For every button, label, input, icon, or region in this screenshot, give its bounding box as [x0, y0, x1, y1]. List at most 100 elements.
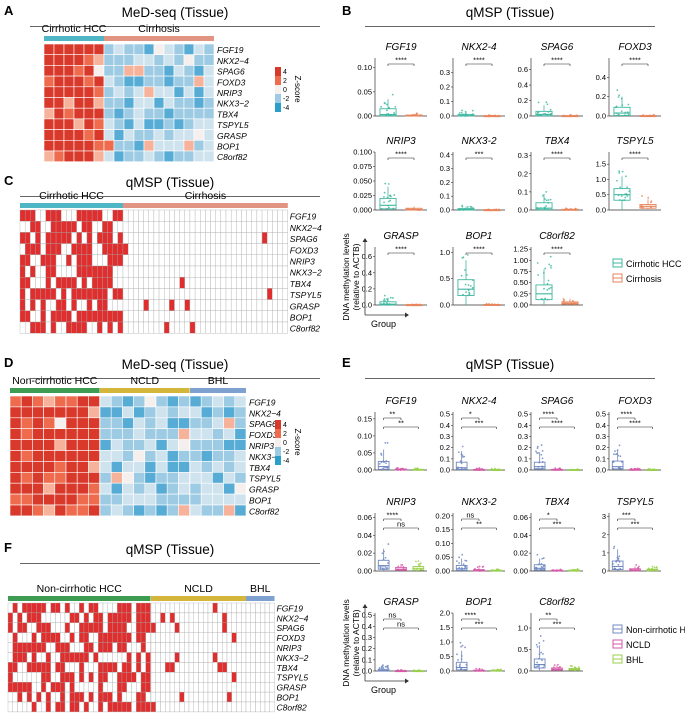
grid-f-cell	[74, 652, 80, 663]
grid-f-cell	[22, 672, 28, 683]
boxplots-b-point	[545, 199, 548, 202]
grid-c-cell	[174, 254, 180, 267]
grid-c-cell	[138, 277, 144, 289]
heatmap-a-cell	[173, 107, 185, 120]
grid-c-cell	[143, 288, 149, 300]
grid-f-cell	[217, 662, 223, 673]
grid-f-cell	[102, 632, 108, 643]
boxplots-e-sig-label: ***	[475, 620, 484, 629]
grid-f-cell	[203, 602, 209, 614]
grid-c-cell	[205, 254, 211, 267]
grid-f-cell	[160, 662, 166, 673]
heatmap-a-cell	[73, 118, 85, 130]
heatmap-a-cell	[103, 118, 115, 130]
grid-f-cell	[88, 622, 94, 633]
grid-c-cell	[81, 299, 88, 311]
grid-c-cell	[71, 209, 77, 222]
grid-f-cell	[155, 682, 161, 693]
grid-f-cell	[222, 682, 228, 693]
grid-f-cell	[212, 612, 218, 623]
boxplots-b-sig-label: ****	[551, 245, 563, 254]
heatmap-a-cell	[143, 150, 155, 162]
boxplots-b-point	[546, 282, 549, 285]
grid-c-cell	[200, 277, 206, 289]
grid-c-cell	[122, 243, 129, 255]
grid-c-cell	[272, 310, 278, 323]
grid-f-cell	[217, 642, 223, 653]
heatmap-a-cell	[163, 65, 175, 77]
grid-f-cell	[26, 662, 32, 673]
heatmap-a-gene-label: C8orf82	[217, 152, 248, 162]
boxplots-e-ytick-label: 0.2	[596, 443, 606, 452]
heatmap-d-cell	[155, 482, 168, 495]
grid-f-cell	[98, 652, 104, 663]
grid-f-cell	[93, 672, 99, 683]
heatmap-d-cell	[32, 504, 44, 517]
grid-c-cell	[71, 243, 77, 255]
heatmap-a-group-bar	[104, 36, 214, 41]
grid-f-cell	[136, 672, 142, 683]
heatmap-d-cell	[234, 450, 247, 462]
grid-f-cell	[74, 662, 80, 673]
grid-f-cell	[226, 701, 232, 713]
grid-c-cell	[40, 209, 46, 222]
grid-c-cell	[194, 299, 201, 311]
heatmap-d-cell	[88, 417, 100, 429]
grid-c-cell	[71, 310, 77, 323]
grid-f-cell	[64, 602, 70, 614]
boxplots-b-point	[394, 105, 397, 108]
heatmap-d-cell	[9, 493, 22, 506]
grid-c-cell	[97, 243, 103, 255]
grid-f-cell	[98, 632, 104, 643]
grid-f-cell	[7, 642, 13, 653]
grid-c-cell	[71, 221, 77, 233]
boxplots-b-point	[470, 206, 473, 209]
grid-c-cell	[55, 243, 62, 255]
grid-c-cell	[200, 209, 206, 222]
grid-f-cell	[136, 642, 142, 653]
grid-f-group-bar	[8, 596, 151, 601]
heatmap-a-cell	[193, 118, 205, 130]
heatmap-d-cell	[155, 439, 168, 451]
heatmap-d-cell	[20, 493, 33, 506]
grid-c-cell	[246, 221, 252, 233]
grid-f-cell	[93, 701, 99, 713]
grid-f-cell	[255, 691, 261, 703]
grid-c-cell	[143, 310, 149, 323]
heatmap-d-cell	[99, 461, 112, 473]
grid-f-cell	[212, 672, 218, 683]
grid-f-cell	[55, 632, 61, 643]
grid-c-cell	[256, 221, 263, 233]
grid-c-cell	[35, 321, 41, 334]
heatmap-d-cell	[32, 428, 44, 440]
boxplots-b-point	[549, 198, 552, 201]
boxplots-b-point	[547, 279, 550, 282]
grid-c-cell	[122, 209, 129, 222]
grid-f-cell	[145, 682, 151, 693]
grid-f-cell	[126, 662, 132, 673]
grid-f-cell	[145, 602, 151, 614]
grid-f-cell	[22, 632, 28, 643]
boxplots-b-point	[380, 105, 383, 108]
heatmap-d-cell	[99, 504, 112, 517]
grid-c-cell	[143, 243, 149, 255]
grid-f-cell	[150, 672, 156, 683]
heatmap-a-cell	[163, 86, 175, 98]
grid-f-cell	[31, 602, 37, 614]
grid-c-cell	[241, 265, 247, 278]
boxplots-b-point	[464, 283, 467, 286]
grid-c-cell	[61, 243, 67, 255]
grid-c-cell	[256, 310, 263, 323]
boxplots-e-ytick-label: 2.0	[440, 609, 450, 618]
boxplots-e-ytick-label: 0.04	[357, 531, 372, 540]
grid-c-cell	[236, 232, 242, 244]
grid-f-cell	[79, 662, 85, 673]
grid-c-cell	[143, 209, 149, 222]
grid-f-cell	[112, 701, 118, 713]
boxplots-b-sig-label: ****	[473, 56, 485, 65]
grid-c-cell	[194, 243, 201, 255]
heatmap-a-cell	[193, 43, 205, 55]
grid-f-cell	[45, 612, 51, 623]
grid-c-cell	[71, 321, 77, 334]
grid-f-cell	[126, 622, 132, 633]
